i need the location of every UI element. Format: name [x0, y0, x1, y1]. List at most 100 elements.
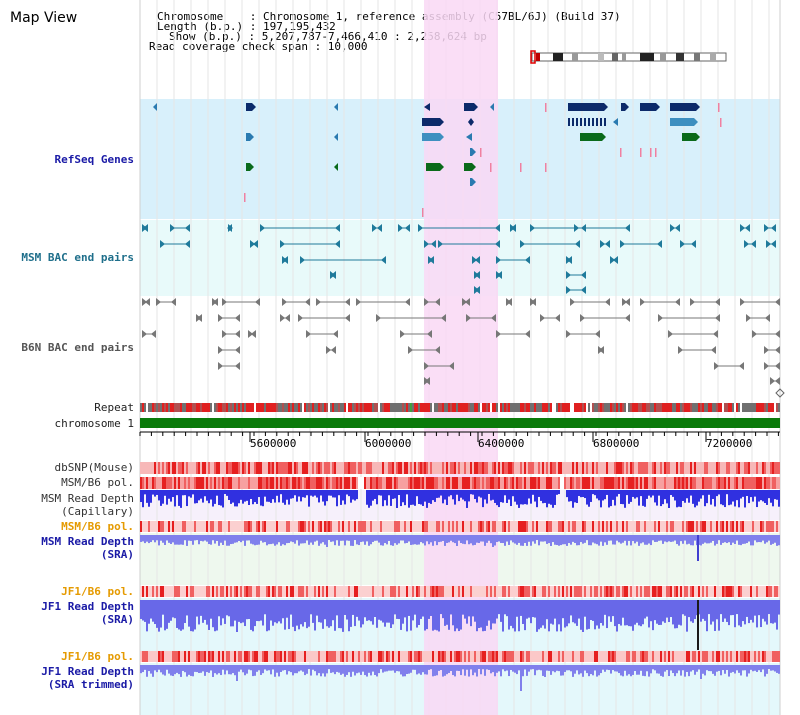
- track-label-dbsnp[interactable]: dbSNP(Mouse): [54, 461, 134, 474]
- snp-density-cell: [488, 586, 490, 597]
- read-depth-bar: [296, 665, 298, 674]
- repeat-block: [176, 403, 178, 412]
- repeat-block: [748, 403, 750, 412]
- snp-density-cell: [692, 651, 694, 662]
- snp-density-cell: [204, 586, 206, 597]
- track-label-refseq[interactable]: RefSeq Genes: [54, 153, 134, 166]
- read-depth-bar: [668, 600, 670, 623]
- snp-density-cell: [406, 651, 408, 662]
- snp-density-cell: [464, 651, 466, 662]
- snp-density-cell: [308, 462, 310, 474]
- bac-end: [713, 330, 718, 338]
- track-label-jf1-b6-pol-2[interactable]: JF1/B6 pol.: [61, 650, 134, 663]
- snp-density-cell: [508, 462, 510, 474]
- read-depth-bar: [310, 535, 312, 543]
- read-depth-bar: [778, 665, 780, 674]
- snp-density-cell: [542, 462, 544, 474]
- snp-density-cell: [248, 586, 250, 597]
- read-depth-bar: [306, 665, 308, 674]
- snp-density-cell: [562, 521, 564, 532]
- track-label-jf1-b6-pol-1[interactable]: JF1/B6 pol.: [61, 585, 134, 598]
- bac-end: [331, 346, 336, 354]
- repeat-block: [508, 403, 510, 412]
- track-label-msm-depth-sra[interactable]: MSM Read Depth: [41, 535, 134, 548]
- track-label-msm-b6-pol-2[interactable]: MSM/B6 pol.: [61, 520, 134, 533]
- snp-density-cell: [682, 477, 684, 489]
- track-label-b6n-bac[interactable]: B6N BAC end pairs: [21, 341, 134, 354]
- refseq-gene: [621, 103, 625, 111]
- read-depth-bar: [294, 490, 296, 496]
- read-depth-spike: [454, 600, 456, 626]
- bac-end: [300, 256, 305, 264]
- read-depth-bar: [742, 665, 744, 671]
- snp-density-cell: [452, 462, 454, 474]
- read-depth-bar: [310, 490, 312, 496]
- snp-density-cell: [318, 462, 320, 474]
- read-depth-bar: [730, 665, 732, 673]
- snp-density-cell: [568, 651, 570, 662]
- refseq-gene: [468, 118, 474, 126]
- snp-density-cell: [538, 586, 540, 597]
- track-label-msm-bac[interactable]: MSM BAC end pairs: [21, 251, 134, 264]
- snp-density-cell: [340, 477, 342, 489]
- read-depth-bar: [606, 490, 608, 495]
- snp-density-cell: [160, 521, 162, 532]
- bac-end: [425, 377, 430, 385]
- snp-density-cell: [206, 586, 208, 597]
- track-label-jf1-trim[interactable]: JF1 Read Depth: [41, 665, 134, 678]
- read-depth-bar: [192, 665, 194, 677]
- read-depth-bar: [344, 490, 346, 505]
- read-depth-bar: [320, 490, 322, 496]
- chromosome-ideogram[interactable]: [530, 50, 727, 64]
- snp-density-cell: [274, 462, 276, 474]
- read-depth-bar: [558, 665, 560, 672]
- snp-density-cell: [204, 477, 206, 489]
- snp-density-cell: [572, 477, 574, 489]
- snp-density-cell: [172, 462, 174, 474]
- track-label-repeat[interactable]: Repeat: [94, 401, 134, 414]
- read-depth-bar: [738, 490, 740, 508]
- read-depth-bar: [734, 665, 736, 674]
- axis-tick-label: 5600000: [250, 437, 297, 450]
- track-label-msm-b6-pol-1[interactable]: MSM/B6 pol.: [61, 476, 134, 489]
- read-depth-bar: [602, 665, 604, 670]
- read-depth-bar: [768, 490, 770, 499]
- repeat-block: [276, 403, 278, 412]
- read-depth-bar: [392, 600, 394, 625]
- snp-density-cell: [730, 651, 732, 662]
- snp-density-cell: [378, 651, 380, 662]
- snp-density-cell: [386, 521, 388, 532]
- read-depth-bar: [508, 665, 510, 677]
- repeat-block: [762, 403, 764, 412]
- read-depth-bar: [704, 535, 706, 543]
- snp-density-cell: [630, 521, 632, 532]
- snp-density-cell: [596, 586, 598, 597]
- snp-density-cell: [244, 651, 246, 662]
- snp-density-cell: [200, 651, 202, 662]
- read-depth-bar: [226, 535, 228, 546]
- snp-density-cell: [466, 462, 468, 474]
- read-depth-bar: [430, 600, 432, 616]
- snp-density-cell: [584, 651, 586, 662]
- read-depth-bar: [162, 490, 164, 504]
- snp-density-cell: [222, 462, 224, 474]
- read-depth-bar: [742, 490, 744, 497]
- read-depth-bar: [480, 490, 482, 498]
- snp-density-cell: [408, 462, 410, 474]
- snp-density-cell: [550, 521, 552, 532]
- read-depth-bar: [184, 490, 186, 496]
- snp-density-cell: [392, 651, 394, 662]
- read-depth-bar: [140, 535, 142, 542]
- read-depth-bar: [196, 600, 198, 617]
- read-depth-bar: [140, 665, 142, 674]
- repeat-block: [152, 403, 154, 412]
- read-depth-bar: [186, 535, 188, 546]
- track-label-msm-depth-cap[interactable]: MSM Read Depth: [41, 492, 134, 505]
- snp-density-cell: [532, 521, 534, 532]
- read-depth-bar: [458, 490, 460, 502]
- read-depth-bar: [296, 600, 298, 626]
- snp-density-cell: [432, 521, 434, 532]
- snp-density-cell: [628, 462, 630, 474]
- track-label-jf1-depth[interactable]: JF1 Read Depth: [41, 600, 134, 613]
